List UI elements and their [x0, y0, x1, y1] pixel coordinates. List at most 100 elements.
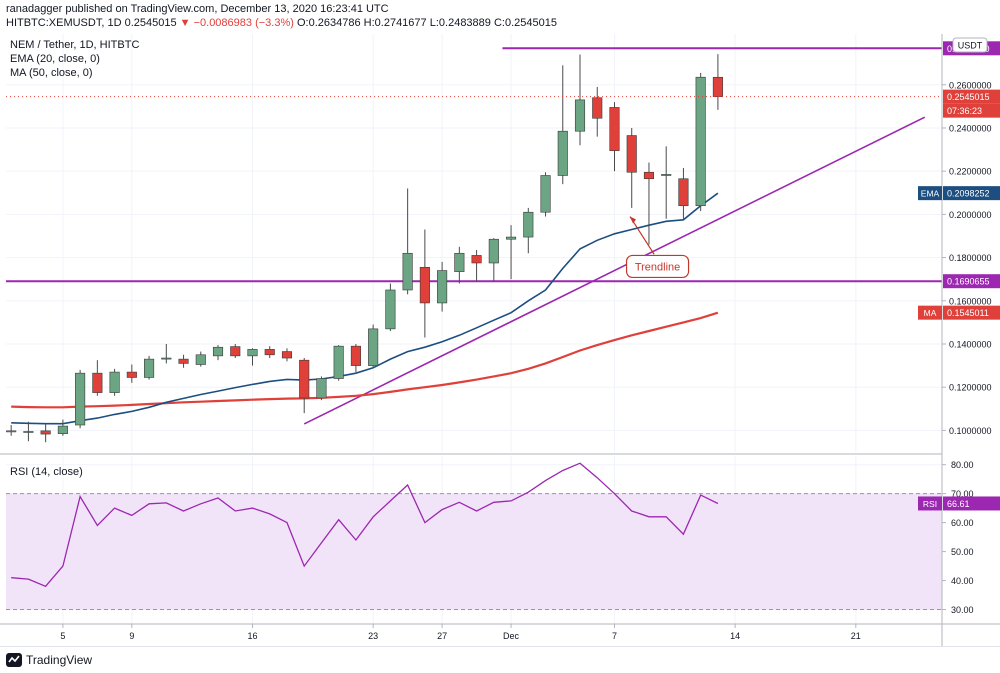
time-tick-label: 9 [129, 631, 134, 641]
rsi-tick-label: 50.00 [951, 547, 974, 557]
publisher-line: ranadagger published on TradingView.com,… [6, 3, 389, 15]
time-tick-label: 23 [368, 631, 378, 641]
time-tick-label: 5 [60, 631, 65, 641]
candle-body [712, 76, 723, 97]
countdown-label-value-box [943, 103, 1000, 118]
candle-body [195, 354, 206, 365]
annotation-arrowhead [630, 216, 636, 224]
candle-body [368, 328, 379, 366]
candle-body [437, 270, 448, 304]
footer: TradingView [0, 646, 1000, 673]
ohlc-close-value: 0.2545015 [504, 17, 557, 29]
candle-body [212, 346, 224, 357]
candle-body [299, 359, 310, 399]
ma50-line [11, 311, 719, 409]
ema-label-name-text: EMA [921, 189, 940, 199]
time-tick-label: 16 [247, 631, 257, 641]
candle-body [609, 107, 620, 151]
support-label-value-box [943, 274, 1000, 289]
rsi-tick-label: 60.00 [951, 518, 974, 528]
time-tick-label: 27 [437, 631, 447, 641]
horizontal-levels [6, 47, 942, 611]
annotation-box [625, 254, 690, 279]
currency-badge-text: USDT [958, 41, 983, 51]
candle-body [661, 174, 672, 176]
rsi-label-value-box [943, 496, 1000, 511]
price-tick-label: 0.1200000 [949, 383, 992, 393]
time-tick-label: 7 [612, 631, 617, 641]
candle-body [92, 372, 103, 393]
change-arrow-icon: ▼ [179, 17, 191, 29]
candle-body [144, 358, 155, 378]
candle-body [454, 252, 465, 272]
candle-body [333, 345, 344, 379]
candle-body [109, 371, 120, 393]
rsi-band [6, 493, 942, 610]
candle-body [126, 371, 137, 378]
price-change: −0.0086983 (−3.3%) [193, 17, 294, 29]
candle-body [402, 252, 413, 291]
ohlc-close-label: C: [493, 17, 505, 29]
ohlc-low-value: 0.2483889 [438, 17, 491, 29]
candle-body [23, 431, 34, 433]
ohlc-line: HITBTC:XEMUSDT, 1D 0.2545015 ▼ −0.008698… [6, 17, 557, 29]
price-tick-label: 0.2600000 [949, 80, 992, 90]
annotation-arrow [629, 216, 655, 255]
chart-canvas[interactable]: Trendline 0.10000000.12000000.14000000.1… [0, 34, 1000, 646]
legend-ma: MA (50, close, 0) [10, 67, 93, 79]
candles [6, 54, 723, 443]
candle-body [506, 236, 517, 240]
price-tick-label: 0.2400000 [949, 123, 992, 133]
candle-body [643, 171, 655, 180]
price-tick-label: 0.1000000 [949, 426, 992, 436]
axes: 0.1000000 0.1200000 0.1400000 0.1600000 0.18… [0, 34, 1000, 646]
rsi-tick-label: 80.00 [951, 460, 974, 470]
rsi-tick-label: 30.00 [951, 605, 974, 615]
candle-body [350, 345, 361, 366]
ohlc-low-label: L: [429, 17, 439, 29]
price-tick-label: 0.1800000 [949, 253, 992, 263]
symbol-interval: HITBTC:XEMUSDT, 1D [6, 17, 122, 29]
currency-badge-frame [952, 37, 988, 53]
candle-body [471, 255, 482, 264]
candle-body [678, 178, 689, 207]
candle-body [557, 130, 568, 176]
ma-label-name-box [918, 305, 942, 320]
candle-body [316, 378, 327, 399]
tradingview-brand: TradingView [26, 653, 93, 667]
last-price-label-value-box [943, 89, 1000, 104]
ohlc-high-value: 0.2741677 [374, 17, 427, 29]
candle-body [419, 267, 430, 304]
legend-rsi: RSI (14, close) [10, 466, 83, 478]
rsi-line [11, 462, 719, 588]
rsi-tick-label: 70.00 [951, 489, 974, 499]
candle-body [281, 351, 293, 359]
ma-label-value-box [943, 305, 1000, 320]
price-tick-label: 0.2000000 [949, 210, 992, 220]
ohlc-open-label: O: [296, 17, 309, 29]
ma-label-name-text: MA [924, 308, 937, 318]
candle-body [523, 211, 534, 238]
trendline [303, 116, 926, 425]
trendline-annotation: Trendline [625, 216, 690, 279]
time-tick-label: 21 [851, 631, 861, 641]
last-price-label-value-text: 0.2545015 [947, 92, 990, 102]
candle-body [574, 99, 586, 132]
currency-badge[interactable]: USDT [952, 37, 988, 53]
legend-ema: EMA (20, close, 0) [10, 53, 100, 65]
countdown-label-value-text: 07:36:23 [947, 106, 982, 116]
candle-body [488, 238, 499, 264]
ema-label-name-box [918, 186, 942, 201]
last-price: 0.2545015 [124, 17, 177, 29]
candle-body [57, 425, 68, 434]
candle-body [385, 289, 396, 330]
rsi-tick-label: 40.00 [951, 576, 974, 586]
ema20-line [11, 192, 719, 425]
header-bar: ranadagger published on TradingView.com,… [0, 0, 1000, 34]
ema-label-value-box [943, 186, 1000, 201]
candle-body [247, 349, 258, 357]
candle-body [75, 372, 86, 426]
ohlc-open-value: 0.2634786 [308, 17, 361, 29]
candle-body [230, 346, 241, 357]
ohlc-high-label: H: [363, 17, 375, 29]
